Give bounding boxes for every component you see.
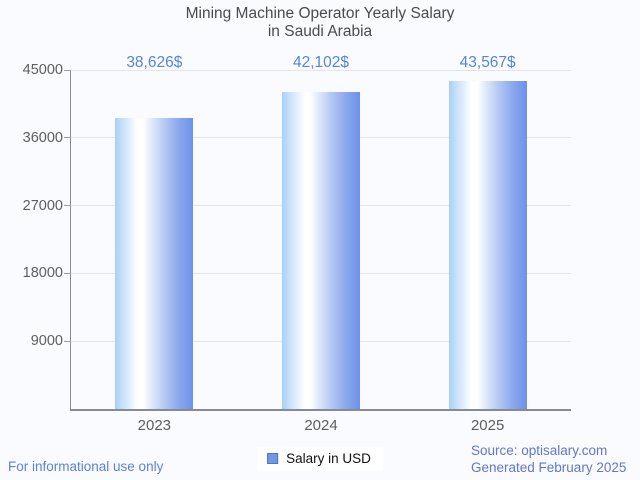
generated-date: Generated February 2025 [471,459,627,475]
y-tick-label: 9000 [30,333,63,350]
bar-value-label: 38,626$ [126,54,183,71]
gridline [71,69,571,71]
x-tick-label: 2024 [304,417,338,434]
y-axis-tick [64,137,71,139]
legend-label: Salary in USD [286,451,371,466]
y-axis-tick [64,272,71,274]
bar [282,91,360,409]
bar-value-label: 43,567$ [459,54,516,71]
y-axis-tick [64,69,71,71]
y-axis-tick [64,340,71,342]
y-tick-label: 45000 [22,62,63,78]
disclaimer-text: For informational use only [8,459,164,474]
chart-title-line2: in Saudi Arabia [267,22,373,40]
y-axis-tick [64,205,71,207]
bar [115,118,194,409]
legend-swatch-icon [267,453,279,464]
x-tick-label: 2025 [470,417,505,434]
y-tick-label: 27000 [22,197,63,214]
source-attribution: Source: optisalary.com Generated Februar… [471,443,626,476]
chart-title-line1: Mining Machine Operator Yearly Salary [185,5,455,22]
chart-title: Mining Machine Operator Yearly Salary in… [0,5,640,40]
legend-item[interactable]: Salary in USD [257,447,383,471]
y-tick-label: 18000 [22,265,63,282]
source-line: Source: optisalary.com [471,443,608,458]
bar [448,80,527,409]
x-tick-label: 2023 [137,417,172,434]
bar-value-label: 42,102$ [292,54,350,71]
plot-area: 9000 18000 27000 36000 45000 38,626$ 2023 42,10… [23,54,571,434]
y-tick-label: 36000 [22,129,63,146]
